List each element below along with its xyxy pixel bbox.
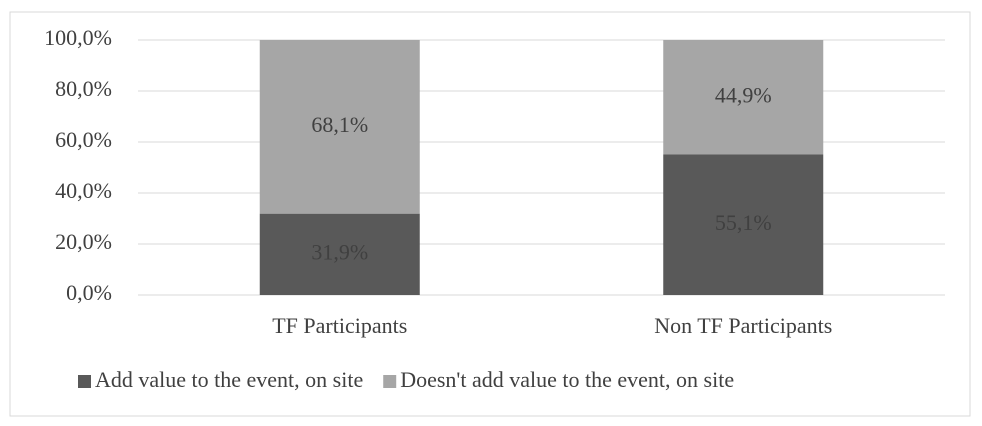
y-tick-label: 100,0%	[44, 25, 112, 50]
y-tick-label: 0,0%	[66, 280, 112, 305]
x-tick-label: TF Participants	[272, 313, 407, 338]
data-label: 31,9%	[311, 239, 368, 264]
bar-segment	[259, 213, 420, 295]
legend-swatch	[383, 375, 397, 388]
y-tick-label: 80,0%	[55, 76, 112, 101]
y-tick-label: 60,0%	[55, 127, 112, 152]
data-label: 55,1%	[715, 210, 772, 235]
chart-border	[9, 11, 971, 417]
bar-segment	[259, 40, 420, 214]
data-label: 68,1%	[311, 112, 368, 137]
x-tick-label: Non TF Participants	[654, 313, 832, 338]
bar-segment	[663, 40, 824, 155]
legend-label: Doesn't add value to the event, on site	[400, 367, 734, 392]
bar-segment	[663, 154, 824, 295]
legend-swatch	[78, 375, 91, 388]
legend-label: Add value to the event, on site	[95, 367, 363, 392]
data-label: 44,9%	[715, 82, 772, 107]
y-tick-label: 40,0%	[55, 178, 112, 203]
y-tick-label: 20,0%	[55, 229, 112, 254]
